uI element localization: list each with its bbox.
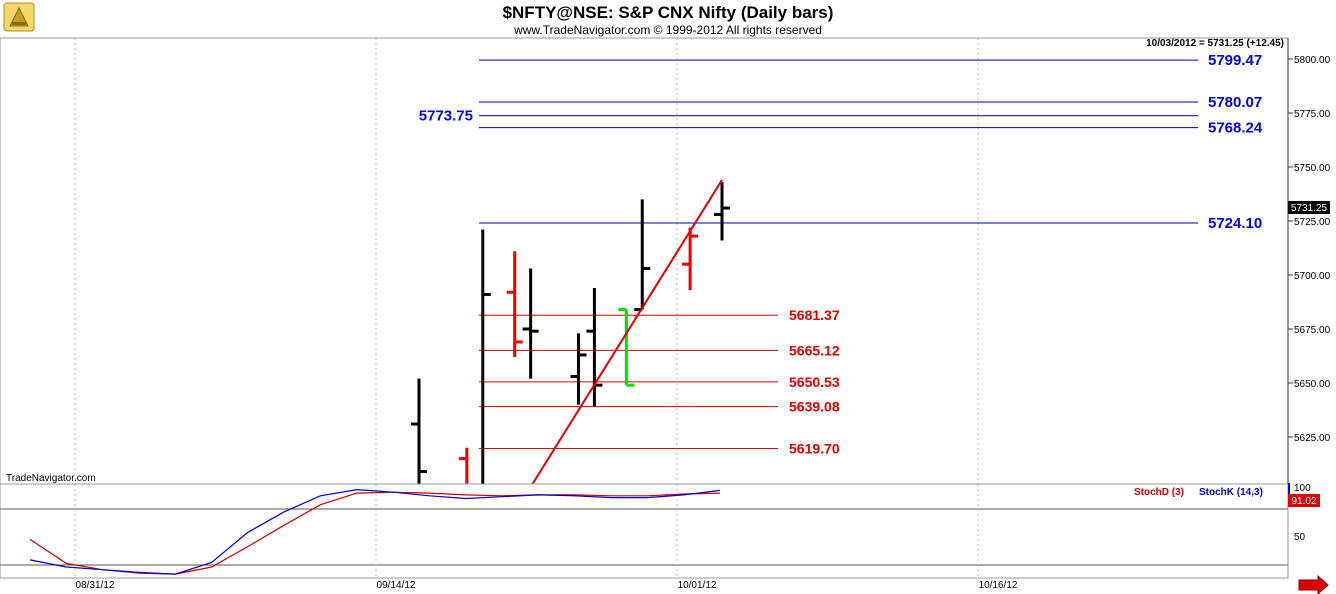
x-tick-label: 10/01/12 [678,580,717,591]
y-tick-label: 5750.00 [1294,163,1331,174]
y-tick-label: 5800.00 [1294,55,1331,66]
red-level-label: 5681.37 [789,307,840,323]
red-level-label: 5619.70 [789,440,840,456]
stoch-value-box [1288,494,1320,507]
blue-level-label: 5799.47 [1208,52,1262,69]
stoch-tick-50: 50 [1294,532,1306,543]
blue-level-label: 5724.10 [1208,215,1262,232]
x-tick-label: 09/14/12 [377,580,416,591]
stoch-tick-100: 100 [1294,483,1311,494]
stoch-d-legend: StochD (3) [1134,487,1184,498]
y-axis-ticks: 5800.00 5775.00 5750.00 5725.00 5700.00 5675.… [1288,55,1331,444]
copyright-text: www.TradeNavigator.com © 1999-2012 All r… [513,23,822,37]
red-levels: 5681.37 5665.12 5650.53 5639.08 5619.70 [479,307,840,456]
stoch-value-label: 91.02 [1291,496,1316,507]
blue-level-label: 5768.24 [1208,120,1263,137]
red-level-label: 5639.08 [789,399,840,415]
red-level-label: 5650.53 [789,374,840,390]
tradenavigator-logo-icon[interactable] [3,2,35,32]
vertical-gridlines [74,38,979,484]
last-price-box [1288,201,1330,214]
header-band [0,0,1336,38]
x-tick-label: 08/31/12 [76,580,115,591]
x-tick-label: 10/16/12 [979,580,1018,591]
trendline-segment [513,179,723,514]
last-quote-text: 10/03/2012 = 5731.25 (+12.45) [1146,38,1284,49]
stoch-gridlines [74,484,979,578]
y-tick-label: 5775.00 [1294,109,1331,120]
red-level-label: 5665.12 [789,342,840,358]
scroll-right-arrow-icon[interactable] [1298,574,1329,594]
y-tick-label: 5675.00 [1294,325,1331,336]
last-price-label: 5731.25 [1291,203,1328,214]
stoch-d-line [29,491,721,575]
watermark-text: TradeNavigator.com [6,473,96,484]
stoch-k-legend: StochK (14,3) [1199,487,1263,498]
blue-level-label: 5773.75 [419,108,473,125]
y-tick-label: 5625.00 [1294,433,1331,444]
blue-levels: 5799.47 5780.07 5773.75 5768.24 5724.10 [419,52,1263,232]
trendline [513,179,723,514]
y-axis-area [1288,38,1336,578]
stochastic-panel [0,483,1289,579]
stoch-k-marker [1288,483,1290,495]
price-panel [0,37,1289,485]
x-axis-ticks: 08/31/12 09/14/12 10/01/12 10/16/12 [76,580,1018,591]
chart-title: $NFTY@NSE: S&P CNX Nifty (Daily bars) [503,3,834,22]
blue-level-label: 5780.07 [1208,94,1262,111]
stoch-k-line [29,488,721,575]
y-tick-label: 5700.00 [1294,271,1331,282]
y-tick-label: 5650.00 [1294,379,1331,390]
price-bars [411,182,730,484]
y-tick-label: 5725.00 [1294,217,1331,228]
